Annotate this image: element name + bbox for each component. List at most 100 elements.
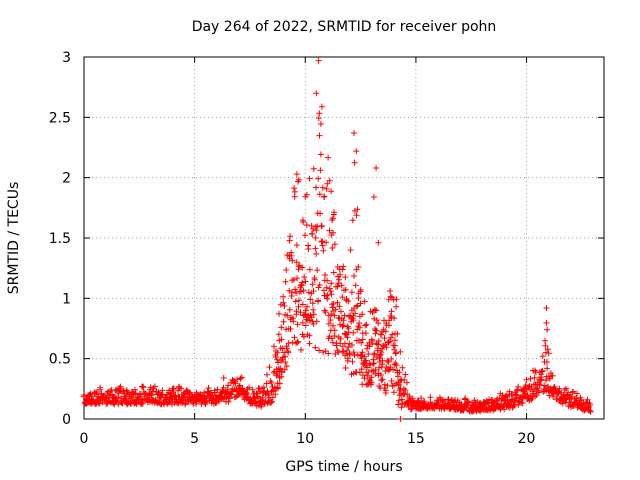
data-point bbox=[539, 367, 546, 374]
data-point bbox=[352, 310, 359, 317]
data-point bbox=[349, 358, 356, 365]
data-point bbox=[278, 373, 285, 380]
data-point bbox=[282, 353, 288, 360]
data-point bbox=[390, 389, 397, 396]
data-point bbox=[353, 148, 360, 155]
data-point bbox=[340, 263, 347, 270]
data-point bbox=[318, 103, 325, 110]
data-point bbox=[269, 394, 276, 401]
data-point bbox=[409, 395, 416, 402]
data-point bbox=[340, 348, 347, 355]
data-point bbox=[339, 266, 346, 273]
data-point bbox=[325, 320, 332, 327]
data-point bbox=[313, 184, 319, 191]
data-point bbox=[378, 372, 384, 378]
data-point bbox=[545, 350, 552, 357]
data-point bbox=[388, 378, 395, 384]
data-point bbox=[309, 281, 316, 288]
data-point bbox=[375, 239, 382, 246]
data-point bbox=[338, 282, 345, 289]
data-point bbox=[332, 351, 339, 357]
data-point bbox=[132, 386, 138, 393]
data-point bbox=[288, 252, 295, 259]
data-point bbox=[321, 193, 328, 200]
data-point bbox=[388, 355, 395, 362]
y-tick-label: 0.5 bbox=[49, 352, 71, 368]
data-point bbox=[211, 387, 218, 394]
data-point bbox=[344, 347, 351, 354]
data-point bbox=[283, 267, 290, 273]
data-point bbox=[295, 266, 302, 273]
x-tick-label: 10 bbox=[296, 431, 314, 447]
data-point bbox=[272, 354, 279, 360]
data-point bbox=[543, 319, 550, 326]
data-point bbox=[345, 298, 352, 305]
data-point bbox=[358, 339, 365, 346]
data-point bbox=[399, 364, 406, 371]
data-point bbox=[353, 212, 360, 219]
data-point bbox=[349, 217, 356, 224]
data-point bbox=[310, 311, 317, 318]
data-point bbox=[559, 400, 566, 407]
data-point bbox=[266, 392, 272, 399]
data-point bbox=[378, 377, 385, 384]
data-point bbox=[309, 231, 316, 237]
data-point bbox=[302, 307, 309, 314]
data-point bbox=[381, 381, 388, 388]
data-point bbox=[350, 349, 357, 356]
data-point bbox=[320, 287, 327, 294]
data-point bbox=[298, 346, 304, 353]
data-point bbox=[302, 232, 309, 239]
data-point bbox=[539, 353, 546, 360]
data-point bbox=[359, 381, 366, 388]
data-point bbox=[359, 311, 366, 318]
data-point bbox=[331, 209, 338, 216]
data-point bbox=[97, 384, 104, 391]
data-point bbox=[326, 227, 333, 234]
data-point bbox=[396, 387, 403, 394]
data-point bbox=[312, 234, 319, 241]
data-point bbox=[357, 300, 364, 307]
data-point bbox=[292, 286, 299, 293]
data-point bbox=[561, 387, 568, 393]
data-point bbox=[337, 271, 344, 278]
data-point bbox=[532, 393, 539, 400]
data-point bbox=[282, 359, 289, 366]
data-point bbox=[281, 366, 288, 373]
data-point bbox=[391, 346, 398, 353]
data-point bbox=[397, 416, 404, 422]
data-point bbox=[362, 330, 369, 336]
data-point bbox=[232, 380, 239, 387]
data-point bbox=[304, 303, 310, 310]
data-point bbox=[310, 306, 317, 313]
data-point bbox=[395, 373, 401, 380]
data-point bbox=[350, 317, 357, 324]
data-point bbox=[324, 277, 331, 284]
data-point bbox=[543, 359, 550, 365]
data-point bbox=[390, 366, 397, 373]
data-point bbox=[375, 338, 382, 344]
data-point bbox=[306, 266, 313, 273]
data-point bbox=[342, 365, 349, 371]
data-point bbox=[325, 350, 332, 357]
x-tick-label: 20 bbox=[518, 431, 536, 447]
ticks: 0 5 10 15 20 0 0.5 1 1.5 2 2.5 3 bbox=[49, 50, 604, 447]
data-point bbox=[331, 333, 338, 339]
data-point bbox=[544, 365, 551, 372]
data-point bbox=[570, 388, 577, 395]
data-point bbox=[115, 394, 122, 401]
data-point bbox=[527, 375, 534, 382]
data-point bbox=[574, 390, 580, 397]
data-point bbox=[361, 353, 368, 360]
data-point bbox=[237, 375, 244, 382]
data-point bbox=[307, 296, 314, 303]
data-point bbox=[370, 360, 377, 367]
data-point bbox=[294, 275, 300, 282]
data-point bbox=[328, 311, 335, 318]
data-point bbox=[246, 384, 252, 391]
data-point bbox=[363, 357, 369, 364]
data-point bbox=[330, 229, 336, 236]
data-point bbox=[393, 303, 400, 310]
data-point bbox=[286, 306, 293, 313]
data-point bbox=[401, 376, 408, 383]
